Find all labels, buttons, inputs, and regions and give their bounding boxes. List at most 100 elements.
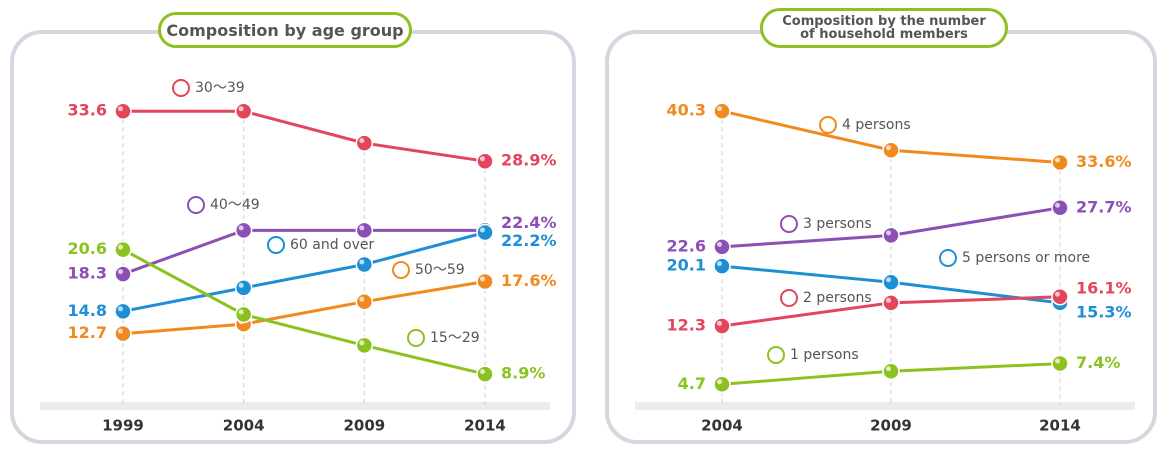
point-highlight [118, 306, 123, 311]
point [714, 239, 730, 255]
value-label: 4.7 [678, 374, 706, 393]
point-highlight [1055, 292, 1060, 297]
series-label: 60 and over [290, 237, 375, 253]
point-highlight [239, 283, 244, 288]
icon [781, 216, 797, 232]
point-highlight [886, 277, 891, 282]
point [356, 256, 372, 272]
series-label: 3 persons [803, 216, 872, 232]
point-highlight [886, 145, 891, 150]
series-label: 50～59 [415, 262, 465, 278]
point-highlight [359, 297, 364, 302]
point-highlight [118, 329, 123, 334]
point-highlight [886, 230, 891, 235]
point-highlight [239, 106, 244, 111]
point [236, 307, 252, 323]
icon [173, 80, 189, 96]
point-highlight [239, 310, 244, 315]
point-highlight [480, 156, 485, 161]
point [883, 142, 899, 158]
point [883, 363, 899, 379]
point [714, 258, 730, 274]
value-label: 15.3% [1076, 302, 1132, 321]
point-highlight [1055, 359, 1060, 364]
point [115, 103, 131, 119]
point-highlight [359, 138, 364, 143]
value-label: 16.1% [1076, 278, 1132, 297]
point [356, 337, 372, 353]
series-line [123, 111, 485, 161]
icon [768, 347, 784, 363]
point [236, 280, 252, 296]
point-highlight [1055, 157, 1060, 162]
x-tick-label: 2004 [701, 417, 743, 435]
point [714, 318, 730, 334]
series-label: 30～39 [195, 80, 245, 96]
series-label: 40～49 [210, 197, 260, 213]
point-highlight [359, 259, 364, 264]
series-label: 15～29 [430, 330, 480, 346]
value-label: 22.6 [667, 236, 706, 255]
icon [393, 262, 409, 278]
series-label: 5 persons or more [962, 250, 1090, 266]
series-line [123, 282, 485, 334]
point [236, 222, 252, 238]
point [1052, 200, 1068, 216]
baseline [40, 402, 550, 410]
point [115, 303, 131, 319]
x-tick-label: 2009 [870, 417, 912, 435]
point [477, 274, 493, 290]
value-label: 40.3 [667, 101, 706, 120]
point-highlight [480, 228, 485, 233]
value-label: 18.3 [68, 264, 107, 283]
point [714, 103, 730, 119]
value-label: 7.4% [1076, 353, 1120, 372]
series-label: 2 persons [803, 290, 872, 306]
point-highlight [359, 340, 364, 345]
icon [781, 290, 797, 306]
point-highlight [359, 225, 364, 230]
point-highlight [717, 261, 722, 266]
series-label: 4 persons [842, 117, 911, 133]
icon [940, 250, 956, 266]
value-label: 33.6% [1076, 152, 1132, 171]
value-label: 12.7 [68, 323, 107, 342]
series-label: 1 persons [790, 347, 859, 363]
point [115, 326, 131, 342]
point-highlight [717, 321, 722, 326]
value-label: 22.4% [501, 213, 557, 232]
value-label: 20.1 [667, 256, 706, 275]
value-label: 8.9% [501, 364, 545, 383]
point-highlight [480, 369, 485, 374]
point [883, 227, 899, 243]
value-label: 20.6 [68, 239, 107, 258]
point-highlight [717, 379, 722, 384]
x-tick-label: 1999 [102, 417, 144, 435]
value-label: 17.6% [501, 271, 557, 290]
point [356, 135, 372, 151]
point [1052, 154, 1068, 170]
point [356, 294, 372, 310]
point [883, 274, 899, 290]
page: 199920042009201433.628.9%30～3918.322.4%4… [0, 0, 1163, 449]
point-highlight [239, 225, 244, 230]
x-tick-label: 2014 [464, 417, 506, 435]
point [236, 103, 252, 119]
point [883, 295, 899, 311]
value-label: 27.7% [1076, 197, 1132, 216]
icon [820, 117, 836, 133]
x-tick-label: 2009 [343, 417, 385, 435]
point [1052, 289, 1068, 305]
icon [408, 330, 424, 346]
value-label: 22.2% [501, 231, 557, 250]
point-highlight [1055, 203, 1060, 208]
x-tick-label: 2004 [223, 417, 265, 435]
point-highlight [480, 277, 485, 282]
chart: 199920042009201433.628.9%30～3918.322.4%4… [0, 0, 1163, 449]
point-highlight [118, 106, 123, 111]
point-highlight [717, 106, 722, 111]
point [714, 376, 730, 392]
icon [268, 237, 284, 253]
point [1052, 356, 1068, 372]
value-label: 33.6 [68, 101, 107, 120]
